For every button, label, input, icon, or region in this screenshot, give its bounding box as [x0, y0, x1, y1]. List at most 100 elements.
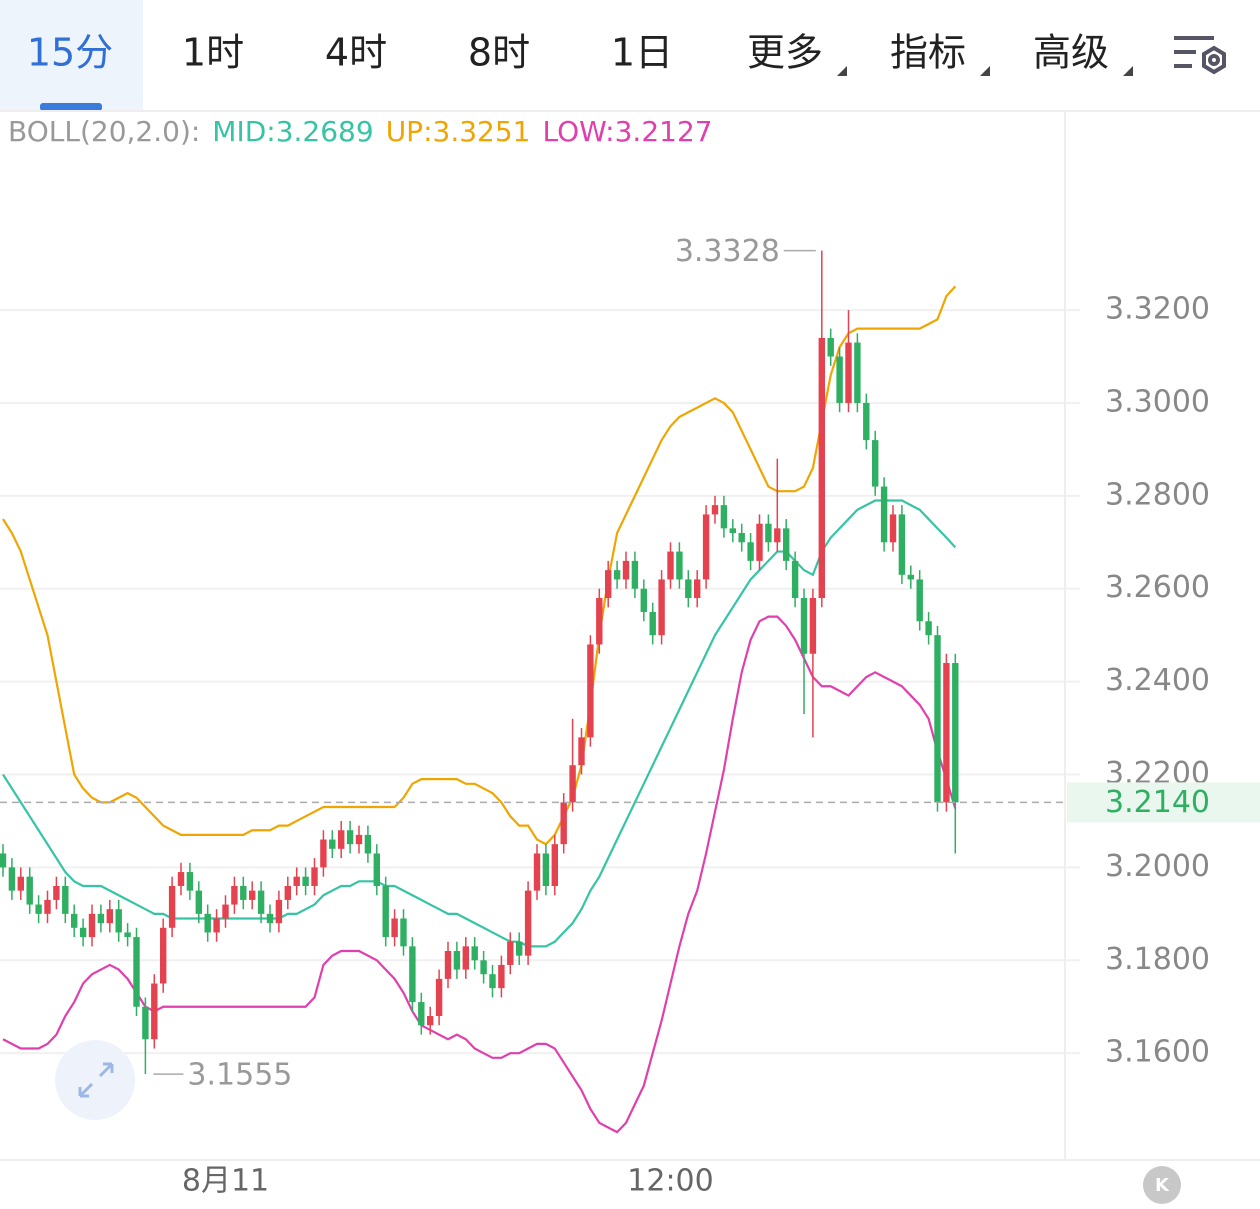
candle-body — [952, 663, 959, 803]
candle-body — [489, 974, 496, 989]
candle-body — [427, 1016, 434, 1026]
candle-body — [765, 523, 772, 543]
bollinger-line — [2, 285, 957, 846]
tab[interactable]: 1时 — [182, 31, 244, 75]
candle-body — [533, 853, 541, 891]
candle-body — [284, 885, 291, 900]
candle-body — [355, 834, 363, 845]
candle-body — [685, 579, 692, 599]
candle-body — [320, 839, 327, 868]
candle-body — [133, 937, 140, 1007]
candle-body — [266, 913, 274, 924]
candle-body — [872, 440, 879, 487]
candle-body — [667, 551, 674, 580]
candle-body — [578, 737, 585, 766]
max-label: 3.3328 — [675, 234, 780, 269]
candle-body — [640, 588, 647, 612]
candle-body — [160, 927, 167, 984]
candle-body — [569, 765, 576, 803]
candle-body — [818, 337, 825, 599]
tab-selected-bg — [0, 0, 143, 110]
tab[interactable]: 更多 — [747, 31, 823, 75]
candle-body — [329, 839, 336, 849]
candle-body — [338, 830, 345, 849]
indicator-name: BOLL(20,2.0): — [8, 115, 200, 148]
candle-body — [711, 505, 719, 515]
candle-body — [649, 611, 656, 636]
candle-body — [880, 486, 888, 543]
candle-body — [738, 533, 745, 543]
tab[interactable]: 4时 — [325, 31, 387, 75]
tab[interactable]: 指标 — [890, 31, 966, 75]
candle-body — [524, 890, 532, 956]
candle-body — [863, 402, 870, 441]
candle-body — [142, 1006, 149, 1040]
candle-body — [471, 946, 478, 961]
candle-body — [631, 560, 639, 589]
x-tick-label: 12:00 — [627, 1164, 713, 1199]
candle-body — [720, 505, 728, 529]
candle-body — [800, 598, 808, 654]
y-tick-label: 3.2800 — [1105, 477, 1210, 512]
candle-body — [729, 528, 736, 533]
candle-body — [756, 523, 763, 561]
candle-body — [791, 560, 799, 599]
kline-button-label[interactable]: K — [1155, 1175, 1170, 1196]
candle-body — [898, 514, 906, 575]
kline-button[interactable]: K — [1143, 1166, 1181, 1204]
settings-icon[interactable] — [1174, 36, 1226, 75]
candle-body — [836, 356, 843, 403]
tab[interactable]: 8时 — [468, 31, 530, 75]
candle-body — [249, 890, 256, 900]
expand-button[interactable] — [55, 1040, 135, 1120]
candle-body — [106, 909, 113, 924]
tab-dropdown-arrow — [837, 66, 847, 76]
tab[interactable]: 15分 — [27, 31, 113, 75]
candle-body — [622, 560, 630, 580]
candle-body — [204, 913, 211, 933]
candle-body — [79, 927, 87, 938]
min-label: 3.1555 — [187, 1058, 292, 1093]
candle-body — [587, 644, 594, 738]
candle-body — [311, 867, 318, 886]
candle-body — [0, 853, 7, 868]
candle-body — [925, 621, 932, 636]
plot: 3.16003.18003.20003.22003.24003.26003.28… — [0, 234, 1260, 1199]
candle-body — [231, 885, 238, 905]
candle-body — [382, 885, 389, 938]
y-tick-label: 3.2600 — [1105, 570, 1210, 605]
candle-body — [934, 635, 941, 803]
indicator-legend: BOLL(20,2.0): MID:3.2689 UP:3.3251 LOW:3.21… — [8, 115, 713, 148]
tab-indicator — [40, 103, 102, 111]
candle-body — [747, 542, 754, 561]
candle-body — [542, 853, 550, 886]
tab-dropdown-arrow — [1123, 66, 1133, 76]
candle-body — [435, 978, 443, 1017]
candle-body — [418, 1002, 425, 1026]
candle-body — [391, 918, 398, 938]
last-price-label: 3.2140 — [1105, 785, 1210, 820]
candle-body — [605, 570, 612, 599]
candle-body — [551, 844, 558, 886]
candle-body — [115, 909, 122, 933]
candle-body — [302, 876, 309, 886]
tab[interactable]: 1日 — [611, 31, 673, 75]
candle-body — [364, 834, 372, 854]
bollinger-line — [2, 615, 957, 1134]
candle-body — [177, 872, 185, 886]
candle-body — [124, 932, 131, 938]
candle-body — [44, 899, 51, 914]
tab-dropdown-arrow — [980, 66, 990, 76]
candle-body — [257, 890, 265, 914]
candle-body — [694, 579, 701, 599]
candle-body — [498, 964, 505, 989]
tab[interactable]: 高级 — [1033, 31, 1109, 75]
y-tick-label: 3.1800 — [1105, 942, 1210, 977]
candle-body — [346, 830, 354, 845]
candle-body — [702, 514, 710, 580]
x-tick-label: 8月11 — [182, 1164, 269, 1199]
candle-body — [560, 802, 567, 845]
candle-body — [516, 941, 523, 956]
candle-body — [88, 913, 96, 938]
